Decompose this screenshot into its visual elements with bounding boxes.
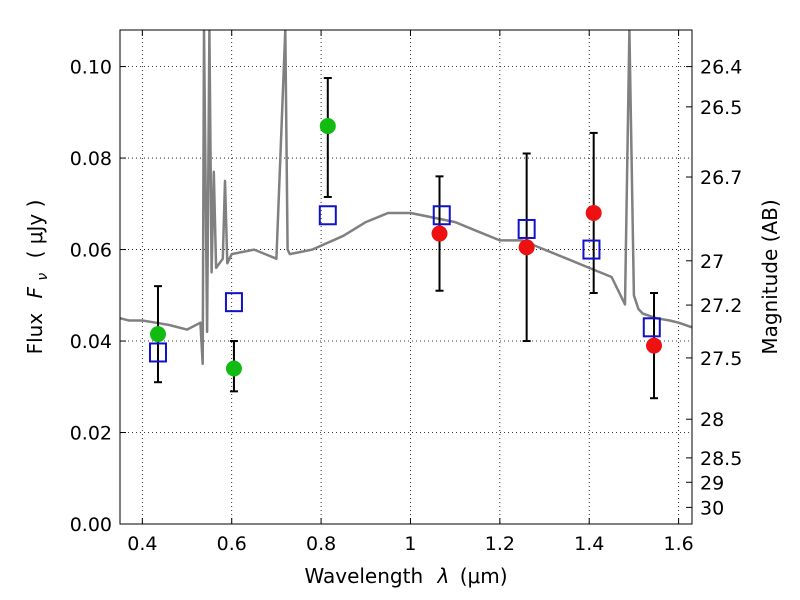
error-bars bbox=[153, 77, 659, 400]
model-photometry-square bbox=[517, 218, 536, 239]
y2-tick-label: 29 bbox=[700, 472, 724, 494]
y2-tick-label: 27.5 bbox=[700, 348, 742, 370]
y2-tick-label: 26.4 bbox=[700, 57, 742, 79]
model-photometry-square bbox=[432, 205, 451, 226]
y-tick-label: 0.00 bbox=[70, 514, 112, 536]
x-tick-label: 1.4 bbox=[574, 533, 604, 555]
data-point-green bbox=[225, 360, 242, 377]
data-point-red bbox=[518, 239, 535, 256]
y-tick-label: 0.10 bbox=[70, 57, 112, 79]
x-axis-label: Wavelength λ (μm) bbox=[304, 564, 507, 588]
data-point-green bbox=[319, 118, 336, 135]
y2-axis-label: Magnitude (AB) bbox=[758, 199, 782, 354]
data-point-red bbox=[431, 225, 448, 242]
x-tick-label: 0.4 bbox=[127, 533, 157, 555]
x-tick-label: 1.2 bbox=[485, 533, 515, 555]
y-tick-label: 0.08 bbox=[70, 148, 112, 170]
y-axis-label-text: Flux bbox=[23, 313, 47, 355]
model-photometry-square bbox=[224, 292, 243, 313]
y-tick-label: 0.04 bbox=[70, 331, 112, 353]
y2-tick-label: 28 bbox=[700, 409, 724, 431]
data-point-red bbox=[585, 204, 602, 221]
x-axis-ticks: 0.4 0.6 0.8 1 1.2 1.4 1.6 bbox=[127, 30, 694, 555]
y2-tick-label: 26.7 bbox=[700, 167, 742, 189]
model-photometry-square bbox=[148, 342, 167, 363]
y2-tick-label: 30 bbox=[700, 497, 724, 519]
y2-tick-label: 27 bbox=[700, 251, 724, 273]
y2-axis-ticks: 26.4 26.5 26.7 27 27.2 27.5 28 28.529 30 bbox=[686, 57, 742, 519]
y2-tick-label: 28.5 bbox=[700, 448, 742, 470]
model-photometry-square bbox=[642, 317, 661, 338]
y-axis-label-subscript: ν bbox=[35, 273, 51, 281]
x-tick-label: 0.6 bbox=[217, 533, 247, 555]
plot-area bbox=[120, 30, 692, 400]
model-photometry-square bbox=[582, 239, 601, 260]
y2-tick-label: 26.5 bbox=[700, 97, 742, 119]
plot-frame bbox=[119, 29, 693, 525]
y-axis-label-unit: ( μJy ) bbox=[23, 200, 47, 259]
model-photometry-square bbox=[318, 205, 337, 226]
model-spectrum-line bbox=[120, 30, 692, 366]
x-tick-label: 1.6 bbox=[663, 533, 693, 555]
data-point-red bbox=[646, 337, 663, 354]
x-axis-label-unit: (μm) bbox=[460, 564, 508, 588]
y-axis-label-symbol: F bbox=[23, 286, 47, 298]
y-axis-ticks: 0.00 0.02 0.04 0.06 0.08 0.10 bbox=[70, 57, 126, 536]
y-tick-label: 0.02 bbox=[70, 423, 112, 445]
x-axis-label-symbol: λ bbox=[437, 564, 450, 588]
x-axis-label-text: Wavelength bbox=[304, 564, 423, 588]
x-tick-label: 0.8 bbox=[306, 533, 336, 555]
data-point-green bbox=[149, 326, 166, 343]
y2-tick-label: 27.2 bbox=[700, 295, 742, 317]
y-tick-label: 0.06 bbox=[70, 240, 112, 262]
data-markers bbox=[148, 118, 663, 377]
x-tick-label: 1 bbox=[404, 533, 416, 555]
y-axis-label: Flux F ν ( μJy ) bbox=[23, 200, 52, 355]
